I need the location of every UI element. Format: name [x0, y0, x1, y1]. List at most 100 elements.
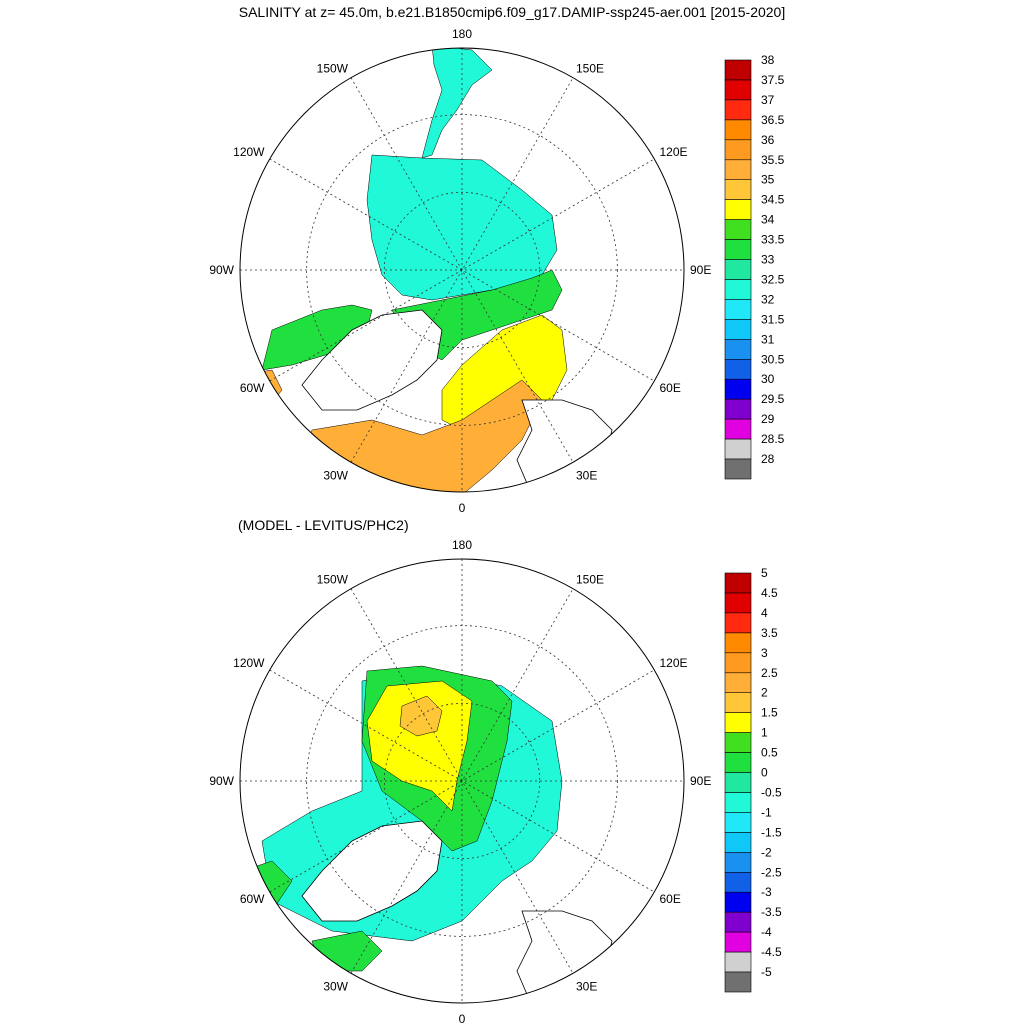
colorbar-tick-label: 3 — [761, 646, 768, 660]
colorbar-tick-label: -3.5 — [761, 905, 782, 919]
colorbar-tick-label: -2.5 — [761, 865, 782, 879]
colorbar-tick-label: 30 — [761, 372, 775, 386]
latitude-circle — [383, 191, 541, 349]
colorbar-tick-label: -1 — [761, 805, 772, 819]
colorbar-tick-label: 37.5 — [761, 73, 785, 87]
colorbar-cell — [724, 612, 752, 634]
greenland-land — [301, 309, 443, 411]
colorbar-tick-label: 35.5 — [761, 153, 785, 167]
colorbar-cell — [724, 418, 752, 440]
colorbar-cell — [724, 99, 752, 121]
colorbar-tick-label: 2 — [761, 686, 768, 700]
colorbar-cell — [724, 792, 752, 813]
colorbar-cell — [724, 931, 752, 953]
colorbar-cell — [724, 259, 752, 280]
colorbar-cell — [724, 772, 752, 793]
colorbar-cell — [724, 572, 752, 594]
longitude-label-upper-right-2: 120E — [660, 145, 688, 159]
longitude-label-upper-right-1: 150E — [576, 573, 604, 587]
longitude-label-lower-left: 60W — [240, 381, 265, 395]
colorbar-cell — [724, 871, 752, 893]
colorbar-cell — [724, 299, 752, 320]
latitude-circle — [306, 114, 618, 426]
longitude-label-right: 90E — [690, 774, 711, 788]
longitude-label-lower-left-2: 30W — [323, 469, 348, 483]
colorbar-tick-label: -4 — [761, 925, 772, 939]
longitude-label-lower-left: 60W — [240, 892, 265, 906]
longitude-label-upper-left-2: 120W — [233, 656, 265, 670]
colorbar-tick-label: 0.5 — [761, 746, 778, 760]
longitude-label-lower-right: 60E — [660, 381, 681, 395]
colorbar-cell — [724, 732, 752, 753]
colorbar-tick-label: 33 — [761, 253, 775, 267]
longitude-label-lower-right-2: 30E — [576, 469, 597, 483]
colorbar-tick-label: -4.5 — [761, 945, 782, 959]
colorbar-cell — [724, 139, 752, 161]
longitude-label-left: 90W — [209, 774, 234, 788]
longitude-label-right: 90E — [690, 263, 711, 277]
colorbar-tick-label: -3 — [761, 885, 772, 899]
colorbar-cell — [724, 652, 752, 674]
colorbar-tick-label: 29 — [761, 412, 775, 426]
map-boundary — [239, 47, 685, 493]
longitude-label-bottom: 0 — [459, 1012, 466, 1024]
salinity-map: 180 0 90W 90E 150W 120W 60W 30W 150E 120E 60E 30E — [209, 27, 711, 515]
map-field — [240, 48, 684, 492]
salinity-colorbar: 38 37.5 37 36.5 36 35.5 35 34.5 34 33.5 33 32.5 32 31… — [724, 53, 785, 480]
colorbar-tick-label: 28.5 — [761, 432, 785, 446]
colorbar-tick-label: 29.5 — [761, 392, 785, 406]
colorbar-cell — [724, 179, 752, 200]
colorbar-cell — [724, 592, 752, 614]
colorbar-cell — [724, 832, 752, 853]
colorbar-cell — [724, 79, 752, 101]
map-field — [240, 559, 684, 1003]
longitude-label-lower-right: 60E — [660, 892, 681, 906]
figure-subtitle: (MODEL - LEVITUS/PHC2) — [238, 517, 409, 533]
colorbar-cell — [724, 851, 752, 873]
colorbar-cell — [724, 812, 752, 833]
colorbar-cell — [724, 239, 752, 260]
colorbar-cell — [724, 458, 752, 480]
colorbar-cell — [724, 119, 752, 141]
colorbar-cell — [724, 672, 752, 694]
colorbar-tick-label: 37 — [761, 93, 775, 107]
colorbar-tick-label: 38 — [761, 53, 775, 67]
longitude-label-upper-left-2: 120W — [233, 145, 265, 159]
longitude-label-upper-right-2: 120E — [660, 656, 688, 670]
colorbar-tick-label: 1 — [761, 726, 768, 740]
longitude-label-upper-left-1: 150W — [317, 573, 349, 587]
colorbar-cell — [724, 219, 752, 240]
colorbar-cell — [724, 59, 752, 81]
longitude-label-upper-right-1: 150E — [576, 62, 604, 76]
difference-map: 180 0 90W 90E 150W 120W 60W 30W 150E 120E 60E 30E — [209, 538, 711, 1024]
colorbar-tick-label: -5 — [761, 965, 772, 979]
colorbar-cell — [724, 891, 752, 913]
colorbar-tick-label: 28 — [761, 452, 775, 466]
colorbar-cell — [724, 712, 752, 734]
colorbar-tick-label: 3.5 — [761, 626, 778, 640]
colorbar-tick-label: 34.5 — [761, 193, 785, 207]
longitude-label-top: 180 — [452, 27, 472, 41]
colorbar-tick-label: 30.5 — [761, 352, 785, 366]
colorbar-tick-label: 31 — [761, 332, 775, 346]
colorbar-tick-label: 31.5 — [761, 312, 785, 326]
longitude-label-bottom: 0 — [459, 501, 466, 515]
meridian-line — [350, 77, 574, 463]
colorbar-tick-label: 36 — [761, 133, 775, 147]
latitude-circle — [306, 625, 618, 937]
colorbar-tick-label: 1.5 — [761, 706, 778, 720]
difference-colorbar: 5 4.5 4 3.5 3 2.5 2 1.5 1 0.5 0 -0.5 -1 -1.5 -2 -2.5 -3 -… — [724, 566, 782, 993]
colorbar-cell — [724, 438, 752, 460]
colorbar-cell — [724, 319, 752, 340]
figure-title: SALINITY at z= 45.0m, b.e21.B1850cmip6.f… — [239, 4, 785, 20]
colorbar-tick-label: 0 — [761, 766, 768, 780]
chukchi-field — [421, 48, 493, 159]
longitude-label-lower-right-2: 30E — [576, 980, 597, 994]
colorbar-tick-label: 32 — [761, 292, 775, 306]
colorbar-cell — [724, 199, 752, 220]
longitude-label-upper-left-1: 150W — [317, 62, 349, 76]
longitude-label-lower-left-2: 30W — [323, 980, 348, 994]
colorbar-cell — [724, 752, 752, 773]
colorbar-tick-label: 34 — [761, 213, 775, 227]
